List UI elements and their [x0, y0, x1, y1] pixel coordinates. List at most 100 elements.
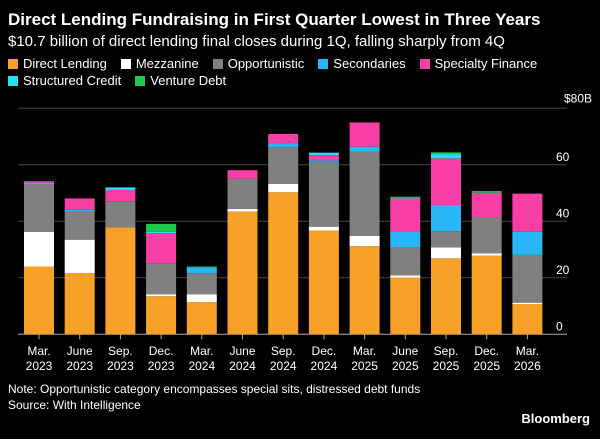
bar-segment: [471, 192, 502, 218]
legend-item: Specialty Finance: [419, 56, 538, 72]
legend-label: Opportunistic: [227, 56, 305, 71]
bar-segment: [512, 254, 543, 303]
x-tick-label: Dec.: [474, 344, 499, 358]
bar-segment: [146, 231, 177, 234]
bar-segment: [64, 209, 95, 212]
y-tick-label: $80B: [564, 91, 592, 105]
bar-segment: [471, 191, 502, 193]
bar-segment: [308, 152, 339, 156]
bar-segment: [268, 183, 299, 193]
bar-segment: [390, 247, 421, 276]
bar-segment: [512, 302, 543, 305]
legend-label: Venture Debt: [150, 73, 227, 88]
bar-segment: [431, 158, 461, 205]
bar-segment: [268, 192, 299, 335]
bar-segment: [390, 197, 421, 199]
bar-segment: [431, 204, 461, 232]
legend-label: Specialty Finance: [434, 56, 538, 71]
legend-label: Mezzanine: [135, 56, 199, 71]
bloomberg-logo: Bloomberg: [521, 411, 590, 426]
bar-segment: [227, 178, 258, 209]
bar-segment: [308, 230, 339, 335]
bar-segment: [431, 152, 461, 155]
bar-segment: [227, 170, 258, 179]
x-tick-label: Mar.: [353, 344, 376, 358]
x-tick-label: 2024: [188, 359, 215, 373]
bar-segment: [349, 246, 380, 335]
bar-segment: [186, 294, 217, 303]
note: Note: Opportunistic category encompasses…: [8, 382, 421, 396]
legend-item: Mezzanine: [120, 56, 199, 72]
legend-swatch: [8, 59, 18, 69]
bar-segment: [349, 146, 380, 152]
bar-segment: [308, 155, 339, 161]
bar-segment: [64, 211, 95, 240]
x-tick-label: 2025: [473, 359, 500, 373]
x-tick-label: 2024: [270, 359, 297, 373]
x-tick-label: June: [392, 344, 418, 358]
bar-segment: [105, 189, 136, 202]
chart-subtitle: $10.7 billion of direct lending final cl…: [8, 33, 505, 50]
bar-segment: [471, 253, 502, 256]
legend-swatch: [212, 59, 223, 69]
x-tick-label: Mar.: [27, 344, 50, 358]
bar-segment: [186, 267, 217, 274]
bar-segment: [268, 147, 299, 184]
legend-item: Secondaries: [318, 56, 406, 72]
y-tick-label: 60: [556, 150, 570, 164]
bar-segment: [431, 231, 461, 248]
x-tick-label: Mar.: [516, 344, 539, 358]
bar-segment: [24, 266, 54, 335]
bar-segment: [227, 208, 258, 212]
x-tick-label: 2024: [229, 359, 256, 373]
x-tick-label: 2026: [514, 359, 541, 373]
bar-segment: [268, 134, 299, 144]
x-tick-label: Sep.: [108, 344, 133, 358]
bar-segment: [349, 235, 380, 247]
bar-segment: [512, 304, 543, 335]
bar-segment: [431, 154, 461, 159]
x-tick-label: 2024: [311, 359, 338, 373]
bar-segment: [308, 226, 339, 231]
bar-segment: [227, 211, 258, 335]
bar-segment: [105, 227, 136, 335]
bar-segment: [308, 161, 339, 227]
x-tick-label: Dec.: [312, 344, 337, 358]
x-tick-label: Sep.: [271, 344, 296, 358]
legend-swatch: [419, 59, 430, 69]
source: Source: With Intelligence: [8, 398, 141, 412]
legend-item: Opportunistic: [212, 56, 305, 72]
bar-segment: [24, 182, 54, 185]
legend-item: Direct Lending: [8, 56, 107, 72]
x-tick-label: 2023: [107, 359, 134, 373]
bar-segment: [64, 198, 95, 210]
bar-segment: [24, 181, 54, 183]
x-tick-label: 2023: [26, 359, 53, 373]
x-tick-label: Sep.: [434, 344, 459, 358]
bar-segment: [512, 193, 543, 232]
bar-segment: [349, 151, 380, 236]
legend-swatch: [8, 76, 18, 86]
bar-segment: [24, 184, 54, 232]
bar-segment: [268, 143, 299, 148]
bar-segment: [308, 160, 339, 162]
bar-segment: [186, 302, 217, 335]
x-tick-label: June: [67, 344, 93, 358]
legend-swatch: [135, 76, 146, 86]
bar-segment: [64, 272, 95, 335]
bar-segment: [349, 122, 380, 147]
x-tick-label: 2025: [392, 359, 419, 373]
bar-segment: [186, 273, 217, 295]
chart-title: Direct Lending Fundraising in First Quar…: [8, 10, 541, 29]
bar-segment: [146, 294, 177, 297]
legend-swatch: [318, 59, 329, 69]
legend-item: Venture Debt: [135, 73, 226, 89]
bar-segment: [471, 255, 502, 335]
y-tick-label: 0: [556, 319, 563, 333]
y-tick-label: 40: [556, 206, 570, 220]
y-tick-label: 20: [556, 263, 570, 277]
legend-swatch: [120, 59, 131, 69]
bar-segment: [186, 266, 217, 268]
